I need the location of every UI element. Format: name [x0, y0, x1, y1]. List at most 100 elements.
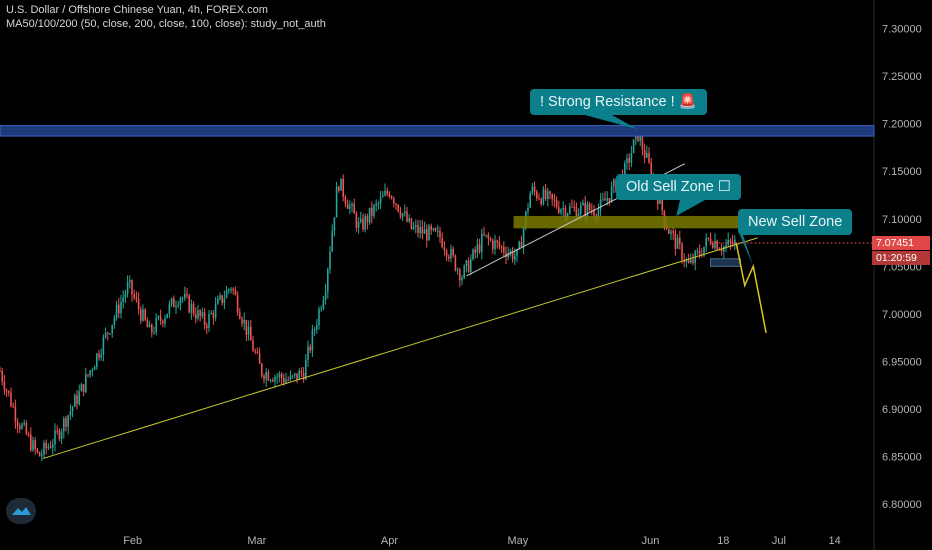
candle-body [21, 424, 23, 429]
candle-body [687, 259, 690, 263]
candle-body [269, 380, 272, 382]
candle-body [494, 240, 496, 250]
candle-body [272, 380, 274, 382]
candle-body [142, 309, 144, 321]
strong-resistance-callout[interactable]: ! Strong Resistance ! 🚨 [530, 89, 707, 115]
candle-body [377, 203, 380, 205]
candle-body [10, 392, 12, 407]
candle-body [89, 370, 91, 376]
candle-body [562, 208, 564, 210]
candle-body [232, 288, 234, 291]
candle-body [395, 203, 397, 205]
candle-body [243, 319, 245, 324]
time-axis[interactable]: Feb Mar Apr May Jun 18 Jul 14 [123, 535, 841, 547]
candle-body [148, 324, 151, 328]
candle-body [245, 319, 248, 335]
candle-body [434, 228, 437, 232]
candle-body [179, 298, 182, 305]
candle-body [135, 297, 138, 299]
candle-body [437, 230, 439, 232]
candle-body [74, 395, 76, 407]
candle-body [463, 266, 465, 278]
candle-body [168, 303, 171, 314]
candle-body [650, 162, 652, 180]
x-tick-label: 14 [828, 535, 840, 547]
y-tick-label: 7.00000 [882, 309, 922, 321]
candle-body [151, 324, 153, 333]
price-axis[interactable]: 7.300007.250007.200007.150007.100007.050… [882, 24, 922, 512]
candle-body [201, 312, 204, 317]
candle-body [417, 224, 419, 234]
candle-body [366, 216, 369, 223]
candle-body [351, 203, 353, 206]
candle-body [34, 440, 36, 449]
candle-body [375, 203, 377, 206]
candle-body [131, 280, 133, 295]
candle-body [305, 359, 307, 380]
candle-body [558, 207, 560, 213]
candle-body [555, 200, 558, 208]
candle-body [58, 430, 61, 439]
candle-body [212, 313, 215, 318]
x-tick-label: Mar [247, 535, 266, 547]
candle-body [474, 249, 476, 253]
candle-body [489, 239, 492, 241]
candle-body [696, 250, 699, 252]
x-tick-label: Feb [123, 535, 142, 547]
y-tick-label: 7.10000 [882, 214, 922, 226]
candle-body [335, 186, 338, 218]
candle-body [716, 240, 718, 250]
new-sell-zone-callout[interactable]: New Sell Zone [738, 209, 853, 235]
candle-body [610, 186, 613, 202]
candle-body [190, 304, 193, 313]
candle-body [254, 351, 256, 353]
candle-body [197, 310, 199, 319]
candle-body [252, 340, 254, 352]
candle-body [573, 206, 575, 208]
candle-body [137, 298, 140, 310]
candle-body [320, 308, 322, 310]
candle-body [514, 255, 516, 260]
candle-body [632, 139, 635, 154]
candle-body [93, 366, 96, 371]
old-sell-zone [513, 215, 749, 229]
candle-body [412, 226, 415, 229]
candle-body [467, 260, 470, 272]
candle-body [481, 233, 483, 252]
candle-body [241, 318, 243, 324]
candle-body [175, 306, 177, 308]
candle-body [247, 326, 250, 335]
candle-body [415, 224, 417, 227]
candle-body [441, 238, 443, 248]
candle-body [641, 135, 644, 150]
candle-body [404, 211, 406, 214]
candle-body [338, 186, 340, 191]
candle-body [76, 395, 78, 404]
candle-body [118, 304, 120, 314]
candle-body [445, 250, 448, 257]
candle-body [723, 246, 725, 252]
candle-body [470, 259, 472, 272]
candle-body [624, 163, 626, 183]
candle-body [703, 246, 705, 256]
candle-body [602, 198, 604, 200]
candle-body [731, 242, 734, 245]
candle-body [346, 203, 349, 209]
candle-body [25, 422, 28, 435]
candle-body [393, 198, 395, 204]
candle-body [720, 249, 723, 252]
candle-body [668, 229, 670, 234]
candle-body [129, 280, 131, 283]
candle-body [465, 260, 468, 267]
candle-body [439, 230, 441, 239]
indicator-legend[interactable]: MA50/100/200 (50, close, 200, close, 100… [6, 18, 326, 30]
tradingview-logo-icon[interactable] [6, 498, 36, 524]
candle-body [126, 282, 129, 294]
candle-body [676, 237, 679, 249]
candle-body [195, 314, 197, 319]
old-sell-zone-callout[interactable]: Old Sell Zone ☐ [616, 174, 741, 200]
candle-body [199, 310, 201, 317]
candle-body [3, 381, 6, 391]
candle-body [505, 252, 507, 258]
